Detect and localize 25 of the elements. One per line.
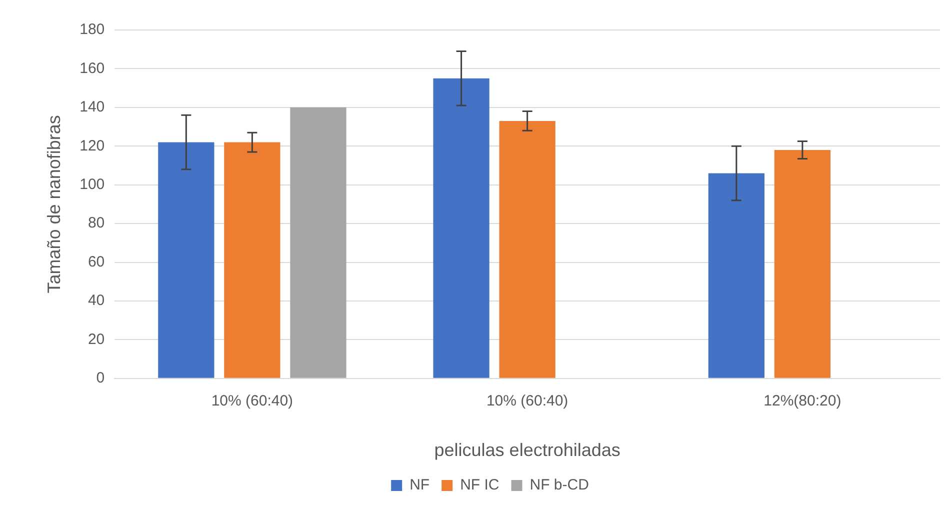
bar [224, 142, 280, 378]
y-tick-label: 20 [88, 330, 105, 348]
bar [290, 107, 346, 378]
legend-label: NF IC [460, 476, 500, 494]
x-tick-label: 12%(80:20) [764, 392, 842, 410]
x-tick-label: 10% (60:40) [486, 392, 568, 410]
y-tick-label: 80 [88, 214, 105, 232]
y-axis-title: Tamaño de nanofibras [44, 115, 64, 294]
bar [708, 173, 764, 378]
y-tick-label: 0 [96, 370, 105, 387]
y-tick-label: 180 [80, 21, 105, 38]
bar [499, 120, 556, 378]
x-axis-title: peliculas electrohiladas [434, 440, 620, 460]
y-tick-label: 40 [88, 292, 105, 310]
bar [774, 150, 830, 378]
y-tick-label: 120 [80, 137, 105, 154]
legend-label: NF b-CD [530, 476, 590, 494]
x-tick-label: 10% (60:40) [211, 392, 294, 410]
bar [158, 142, 214, 378]
y-tick-label: 160 [80, 60, 105, 77]
y-tick-label: 140 [80, 98, 105, 116]
y-tick-label: 60 [88, 253, 105, 270]
y-tick-label: 100 [80, 176, 105, 193]
bar [433, 78, 490, 378]
legend-label: NF [410, 476, 430, 494]
